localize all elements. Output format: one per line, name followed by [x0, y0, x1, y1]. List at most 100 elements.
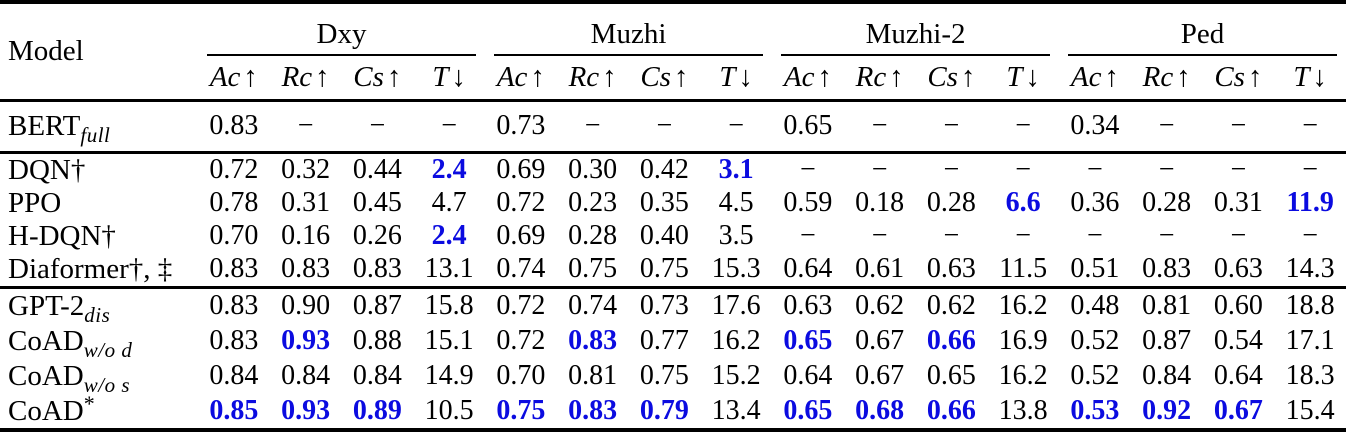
value-cell: −: [1015, 220, 1032, 251]
model-cell: CoADw/o s: [8, 359, 130, 397]
metric-label: T: [1293, 60, 1310, 93]
value-cell: 15.3: [711, 253, 761, 284]
value-cell: 0.81: [1130, 285, 1203, 324]
value-cell: −: [1130, 150, 1203, 187]
value-cell: 0.67: [855, 325, 905, 356]
value-cell: 0.87: [341, 285, 414, 324]
value-cell: 16.9: [998, 325, 1048, 356]
value-cell: 14.3: [1285, 253, 1335, 284]
model-column-header: Model: [0, 4, 198, 102]
arrow-up-icon: ↑: [1176, 60, 1191, 93]
table-row: CoADw/o d 0.83 0.93 0.88 15.1 0.72 0.83 0.77 16.…: [0, 324, 1346, 362]
table-row: BERTfull 0.83 − − − 0.73 − − − 0.65 − − − 0.34 − − −: [0, 100, 1346, 152]
value-cell: 0.31: [1213, 187, 1263, 218]
value-cell: −: [943, 220, 960, 251]
table-section-0: BERTfull 0.83 − − − 0.73 − − − 0.65 − − − 0.34 − − −: [0, 100, 1346, 152]
value-cell: 2.4: [431, 220, 467, 251]
model-cell: BERTfull: [8, 109, 111, 147]
value-cell: 15.4: [1285, 395, 1335, 426]
group-header-muzhi: Muzhi: [485, 4, 772, 56]
value-cell: 0.69: [496, 220, 546, 251]
value-cell: 0.77: [639, 325, 689, 356]
metric-header-cs: Cs ↑: [628, 56, 701, 102]
model-cell: CoADw/o d: [8, 324, 133, 362]
value-cell: −: [943, 110, 960, 141]
value-cell: 0.89: [352, 395, 402, 426]
value-cell: 0.23: [568, 187, 618, 218]
value-cell: 0.65: [783, 110, 833, 141]
value-cell: −: [915, 150, 988, 187]
value-cell: 0.73: [628, 285, 701, 324]
value-cell: 0.65: [783, 395, 833, 426]
value-cell: 13.8: [998, 395, 1048, 426]
value-cell: 0.93: [281, 395, 331, 426]
model-subscript: w/o s: [83, 372, 130, 397]
value-cell: 0.88: [352, 325, 402, 356]
value-cell: −: [871, 110, 888, 141]
value-cell: 0.70: [496, 360, 546, 391]
value-cell: −: [1274, 150, 1346, 187]
value-cell: 0.72: [496, 187, 546, 218]
results-table: Model Dxy Muzhi Muzhi-2 Ped Ac ↑ Rc ↑ Cs ↑ T ↓ Ac ↑ R…: [0, 4, 1346, 429]
value-cell: 3.5: [718, 220, 754, 251]
value-cell: 0.72: [485, 285, 557, 324]
value-cell: −: [843, 150, 916, 187]
table-row: PPO 0.78 0.31 0.45 4.7 0.72 0.23 0.35 4.5 0.59 0.1…: [0, 187, 1346, 220]
value-cell: 0.87: [1142, 325, 1192, 356]
value-cell: 0.73: [496, 110, 546, 141]
value-cell: 0.66: [926, 325, 976, 356]
value-cell: −: [584, 110, 601, 141]
value-cell: 13.1: [424, 253, 474, 284]
value-cell: 17.6: [700, 285, 773, 324]
value-cell: 16.2: [987, 285, 1060, 324]
metric-header-cs: Cs ↑: [1202, 56, 1275, 102]
value-cell: 17.1: [1285, 325, 1335, 356]
value-cell: 10.5: [424, 395, 474, 426]
value-cell: −: [772, 150, 844, 187]
group-label: Muzhi: [494, 19, 764, 56]
value-cell: 0.26: [352, 220, 402, 251]
arrow-up-icon: ↑: [889, 60, 904, 93]
arrow-up-icon: ↑: [243, 60, 258, 93]
value-cell: 0.90: [269, 285, 342, 324]
arrow-up-icon: ↑: [673, 60, 689, 93]
metric-header-t: T ↓: [700, 56, 773, 102]
value-cell: 2.4: [413, 150, 486, 187]
group-header-ped: Ped: [1059, 4, 1346, 56]
value-cell: 0.74: [556, 285, 629, 324]
value-cell: 0.75: [639, 253, 689, 284]
table-row: CoAD* 0.85 0.93 0.89 10.5 0.75 0.83 0.79 13.4 0.6…: [0, 390, 1346, 429]
value-cell: 15.8: [413, 285, 486, 324]
value-cell: 0.28: [1142, 187, 1192, 218]
arrow-down-icon: ↓: [451, 60, 466, 93]
value-cell: 0.59: [783, 187, 833, 218]
value-cell: 0.36: [1070, 187, 1120, 218]
metric-label: T: [719, 60, 736, 93]
group-label: Muzhi-2: [781, 19, 1051, 56]
metric-label: Ac: [783, 60, 815, 93]
value-cell: −: [1302, 220, 1319, 251]
model-cell: GPT-2dis: [0, 285, 198, 325]
value-cell: 0.62: [843, 285, 916, 324]
metric-label: Cs: [1214, 60, 1245, 93]
metric-header-ac: Ac ↑: [772, 56, 844, 102]
value-cell: −: [1158, 110, 1175, 141]
value-cell: 0.62: [915, 285, 988, 324]
metric-header-ac: Ac ↑: [1059, 56, 1131, 102]
table-row: DQN† 0.72 0.32 0.44 2.4 0.69 0.30 0.42 3.1− − − − − −…: [0, 150, 1346, 187]
value-cell: 16.2: [998, 360, 1048, 391]
arrow-down-icon: ↓: [738, 60, 753, 93]
table-row: Diaformer†, ‡ 0.83 0.83 0.83 13.1 0.74 0.75 0.7…: [0, 253, 1346, 288]
value-cell: −: [871, 220, 888, 251]
value-cell: 0.16: [281, 220, 331, 251]
value-cell: 0.81: [568, 360, 618, 391]
arrow-up-icon: ↑: [386, 60, 402, 93]
value-cell: 0.72: [198, 150, 270, 187]
table-row: H-DQN† 0.70 0.16 0.26 2.4 0.69 0.28 0.40 3.5 − − − −…: [0, 220, 1346, 253]
model-superscript: *: [83, 390, 95, 416]
value-cell: −: [1302, 110, 1319, 141]
value-cell: −: [656, 110, 673, 141]
group-header-row: Model Dxy Muzhi Muzhi-2 Ped: [0, 4, 1346, 102]
value-cell: −: [297, 110, 314, 141]
model-subscript: w/o d: [83, 337, 133, 362]
